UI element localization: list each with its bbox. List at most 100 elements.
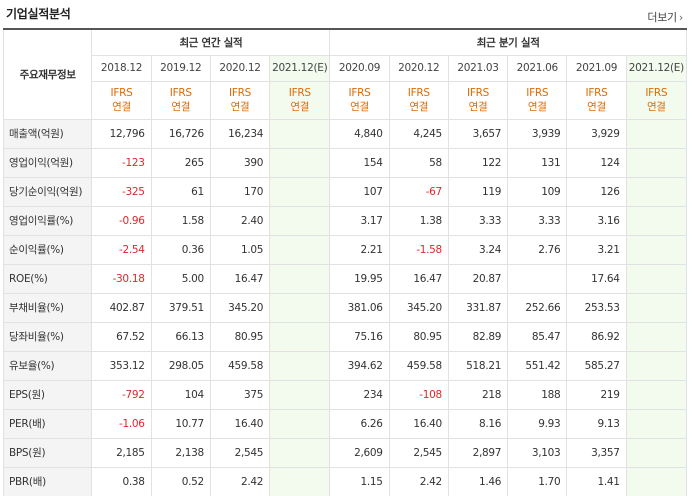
value-cell (269, 205, 331, 236)
more-label: 더보기 (647, 11, 677, 24)
table-row: EPS(원) -792 104 375 234 -108 218 188 219 (2, 379, 688, 410)
value-cell: 104 (150, 379, 211, 410)
accounting-standard-label: IFRS (526, 87, 549, 99)
section-title: 기업실적분석 (6, 7, 71, 21)
value-cell (269, 379, 331, 410)
table-row: 유보율(%) 353.12 298.05 459.58 394.62 459.58 518.… (2, 350, 688, 381)
value-cell: 3.16 (566, 205, 627, 236)
value-cell: 8.16 (447, 408, 509, 439)
value-cell: 459.58 (388, 350, 449, 381)
value-cell: 0.36 (150, 234, 211, 265)
consolidation-label: 연결 (587, 101, 606, 113)
value-cell: 379.51 (150, 292, 211, 323)
value-cell: 66.13 (150, 321, 211, 352)
value-cell: 2,138 (150, 437, 211, 468)
table-row: BPS(원) 2,185 2,138 2,545 2,609 2,545 2,897 3,10… (2, 437, 688, 468)
period-header: 2019.12 (150, 54, 211, 82)
value-cell: 353.12 (91, 350, 152, 381)
row-label: ROE(%) (2, 263, 93, 294)
value-cell: 2.42 (388, 466, 449, 496)
value-cell: 3,103 (507, 437, 568, 468)
accounting-standard-label: IFRS (110, 87, 133, 99)
value-cell: 17.64 (566, 263, 627, 294)
value-cell: 1.38 (388, 205, 449, 236)
value-cell: 2,609 (329, 437, 390, 468)
value-cell: 2,897 (447, 437, 509, 468)
value-cell (625, 321, 688, 352)
table-row: 당기순이익(억원) -325 61 170 107 -67 119 109 126 (2, 176, 688, 207)
value-cell: 1.46 (447, 466, 509, 496)
value-cell: -1.06 (91, 408, 152, 439)
row-label: 당기순이익(억원) (2, 176, 93, 207)
accounting-standard-label: IFRS (585, 87, 608, 99)
value-cell: 2.42 (209, 466, 271, 496)
value-cell: 3,657 (447, 118, 509, 149)
consolidation-label: 연결 (646, 101, 666, 113)
value-cell: 16,726 (150, 118, 211, 149)
consolidation-label: 연결 (230, 101, 250, 113)
period-header: 2021.09 (566, 54, 627, 82)
table-row: 매출액(억원) 12,796 16,726 16,234 4,840 4,245 3,657… (2, 118, 688, 149)
value-cell (269, 118, 331, 149)
value-cell: 80.95 (388, 321, 449, 352)
value-cell (269, 466, 331, 496)
value-cell: 265 (150, 147, 211, 178)
value-cell: 2.76 (507, 234, 568, 265)
period-header: 2020.12 (388, 54, 449, 82)
value-cell: 252.66 (507, 292, 568, 323)
value-cell: 119 (447, 176, 509, 207)
value-cell: 80.95 (209, 321, 271, 352)
value-cell (269, 350, 331, 381)
value-cell (269, 263, 331, 294)
value-cell: 1.70 (507, 466, 568, 496)
value-cell: 551.42 (507, 350, 568, 381)
value-cell: -1.58 (388, 234, 449, 265)
value-cell: 5.00 (150, 263, 211, 294)
accounting-standard-label: IFRS (467, 87, 489, 99)
consolidation-label: 연결 (468, 101, 488, 113)
consolidation-label: 연결 (350, 101, 369, 113)
row-label: BPS(원) (2, 437, 93, 468)
value-cell: 3,929 (566, 118, 627, 149)
row-header-label: 주요재무정보 (2, 28, 93, 120)
value-cell: 16.40 (209, 408, 271, 439)
value-cell: 298.05 (150, 350, 211, 381)
value-cell (269, 292, 331, 323)
value-cell (269, 147, 331, 178)
value-cell: 402.87 (91, 292, 152, 323)
value-cell: 16,234 (209, 118, 271, 149)
consolidation-label: 연결 (527, 101, 547, 113)
value-cell (625, 350, 688, 381)
more-link[interactable]: 더보기 › (647, 9, 683, 25)
accounting-type-header: IFRS 연결 (91, 80, 152, 120)
table-row: 순이익률(%) -2.54 0.36 1.05 2.21 -1.58 3.24 2.76 3.2… (2, 234, 688, 265)
period-header: 2021.12(E) (269, 54, 331, 82)
period-header: 2018.12 (91, 54, 152, 82)
value-cell: 1.41 (566, 466, 627, 496)
value-cell: -792 (91, 379, 152, 410)
accounting-standard-label: IFRS (407, 87, 430, 99)
value-cell: 518.21 (447, 350, 509, 381)
value-cell: -108 (388, 379, 449, 410)
value-cell: 3.33 (447, 205, 509, 236)
value-cell: 253.53 (566, 292, 627, 323)
value-cell (269, 234, 331, 265)
value-cell: 218 (447, 379, 509, 410)
value-cell: 20.87 (447, 263, 509, 294)
value-cell: -67 (388, 176, 449, 207)
value-cell: 58 (388, 147, 449, 178)
value-cell: 6.26 (329, 408, 390, 439)
value-cell: 122 (447, 147, 509, 178)
value-cell: 459.58 (209, 350, 271, 381)
value-cell: 109 (507, 176, 568, 207)
value-cell: 9.93 (507, 408, 568, 439)
value-cell: 86.92 (566, 321, 627, 352)
value-cell: -0.96 (91, 205, 152, 236)
value-cell: -30.18 (91, 263, 152, 294)
row-label: EPS(원) (2, 379, 93, 410)
value-cell: 2,185 (91, 437, 152, 468)
financial-summary-table: 주요재무정보 최근 연간 실적 최근 분기 실적 2018.12 2019.12 2… (2, 28, 688, 496)
value-cell: 124 (566, 147, 627, 178)
value-cell (625, 466, 688, 496)
value-cell: 1.58 (150, 205, 211, 236)
